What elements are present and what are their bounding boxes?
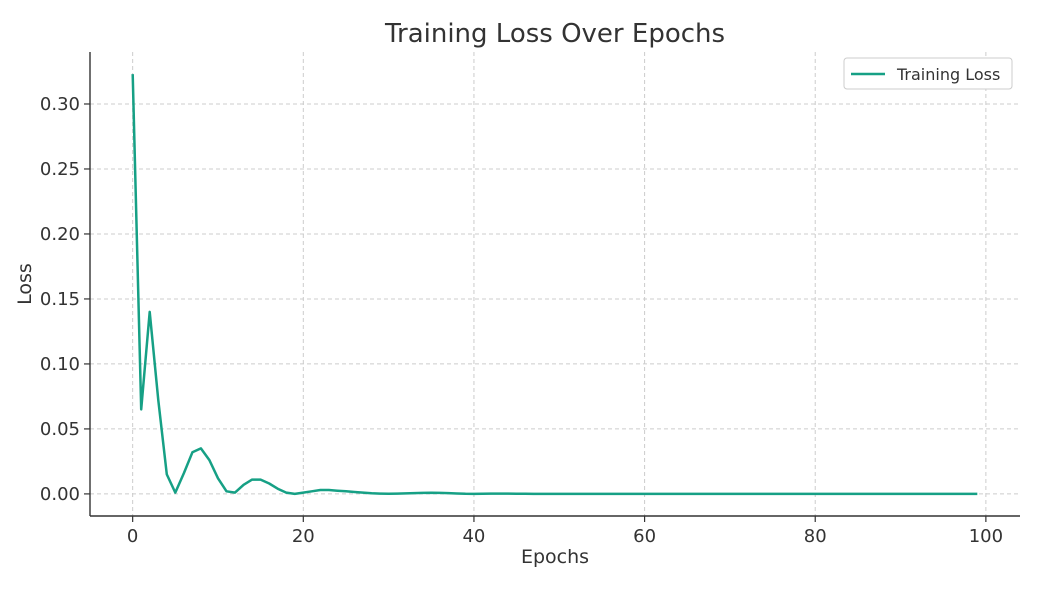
chart-title: Training Loss Over Epochs: [384, 19, 725, 49]
x-tick-label: 60: [633, 526, 656, 547]
legend-label: Training Loss: [896, 65, 1000, 84]
y-tick-label: 0.05: [40, 419, 80, 440]
x-tick-label: 80: [804, 526, 827, 547]
y-tick-label: 0.10: [40, 354, 80, 375]
x-axis-label: Epochs: [521, 546, 589, 568]
y-tick-label: 0.30: [40, 94, 80, 115]
series-line: [131, 74, 978, 496]
y-tick-label: 0.15: [40, 289, 80, 310]
y-axis-label: Loss: [14, 263, 36, 305]
legend-box: [843, 57, 1013, 90]
x-tick-label: 40: [462, 526, 485, 547]
x-tick-label: 20: [292, 526, 315, 547]
y-axis-ticks: 0.00 0.05 0.10 0.15 0.20 0.25 0.30: [40, 94, 90, 505]
x-tick-label: 0: [127, 526, 138, 547]
grid: [90, 52, 1020, 516]
x-axis-ticks: 0 20 40 60 80 100: [127, 516, 1003, 547]
y-tick-label: 0.00: [40, 484, 80, 505]
y-tick-label: 0.25: [40, 159, 80, 180]
x-tick-label: 100: [969, 526, 1003, 547]
legend: Training Loss: [843, 57, 1013, 90]
y-tick-label: 0.20: [40, 224, 80, 245]
series-layer: [131, 74, 978, 496]
